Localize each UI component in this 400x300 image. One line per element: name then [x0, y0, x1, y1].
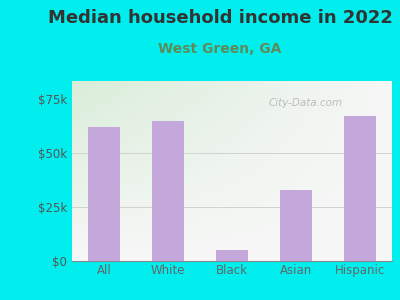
Text: Median household income in 2022: Median household income in 2022 — [48, 9, 392, 27]
Text: City-Data.com: City-Data.com — [268, 98, 343, 108]
Bar — [152, 121, 184, 261]
Bar — [280, 190, 312, 261]
Bar — [216, 250, 248, 261]
Text: West Green, GA: West Green, GA — [158, 42, 282, 56]
Bar — [344, 116, 376, 261]
Bar — [88, 127, 120, 261]
